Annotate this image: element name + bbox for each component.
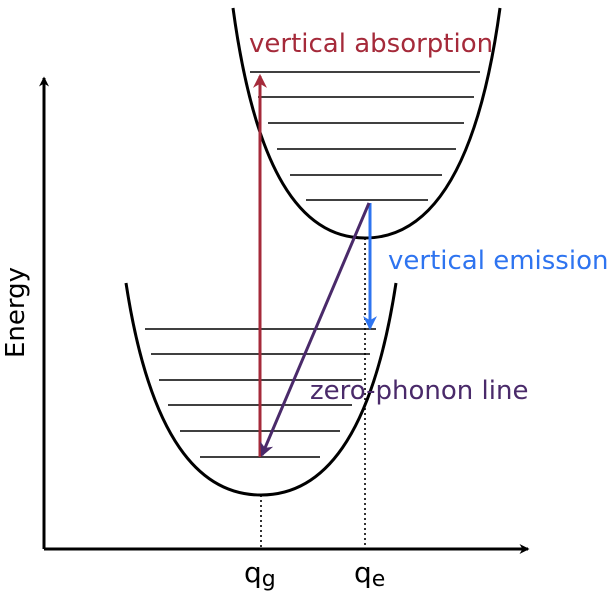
qe-tick-label: qe <box>354 556 385 592</box>
emission-label: vertical emission <box>388 246 607 276</box>
qg-subscript: g <box>262 567 276 592</box>
energy-axis-label: Energy <box>1 267 31 358</box>
qe-subscript: e <box>372 567 386 592</box>
qg-tick-label: qg <box>244 556 276 592</box>
zero-phonon-arrow <box>260 202 371 457</box>
qg-main: q <box>244 556 262 589</box>
excited-vibrational-levels <box>250 71 480 201</box>
absorption-label: vertical absorption <box>249 29 493 59</box>
zero-phonon-label: zero-phonon line <box>310 376 528 406</box>
qe-main: q <box>354 556 372 589</box>
